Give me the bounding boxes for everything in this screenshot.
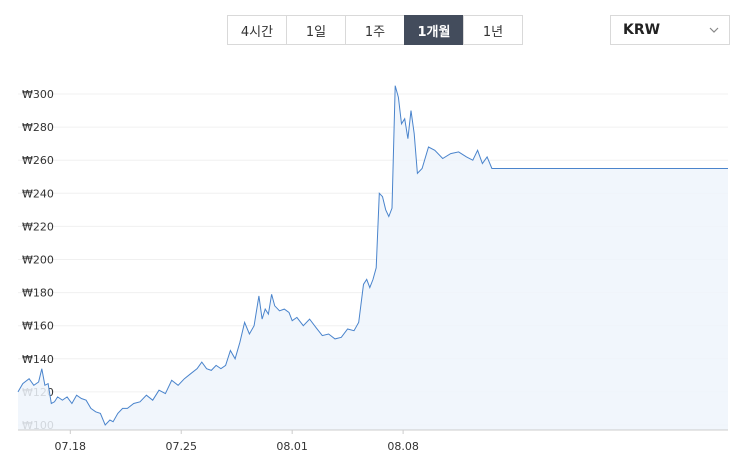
- y-tick-label: ₩160: [22, 320, 54, 333]
- y-tick-label: ₩220: [22, 220, 54, 233]
- tab-1day[interactable]: 1일: [286, 15, 346, 45]
- currency-select[interactable]: KRW: [610, 15, 730, 45]
- x-tick-label: 07.18: [55, 440, 87, 453]
- tab-1year[interactable]: 1년: [463, 15, 523, 45]
- chevron-down-icon: [709, 27, 719, 33]
- x-tick-label: 08.08: [387, 440, 419, 453]
- price-line: [17, 85, 728, 426]
- currency-value: KRW: [623, 22, 661, 38]
- x-tick-label: 07.25: [165, 440, 197, 453]
- y-tick-label: ₩280: [22, 121, 54, 134]
- period-tabs: 4시간 1일 1주 1개월 1년: [227, 15, 523, 45]
- y-tick-label: ₩180: [22, 287, 54, 300]
- y-tick-label: ₩240: [22, 187, 54, 200]
- y-tick-label: ₩140: [22, 353, 54, 366]
- y-tick-label: ₩300: [22, 88, 54, 101]
- tab-4hours[interactable]: 4시간: [227, 15, 287, 45]
- y-tick-label: ₩200: [22, 254, 54, 267]
- price-area: [18, 85, 728, 430]
- tab-1week[interactable]: 1주: [345, 15, 405, 45]
- y-tick-label: ₩260: [22, 154, 54, 167]
- x-tick-label: 08.01: [276, 440, 308, 453]
